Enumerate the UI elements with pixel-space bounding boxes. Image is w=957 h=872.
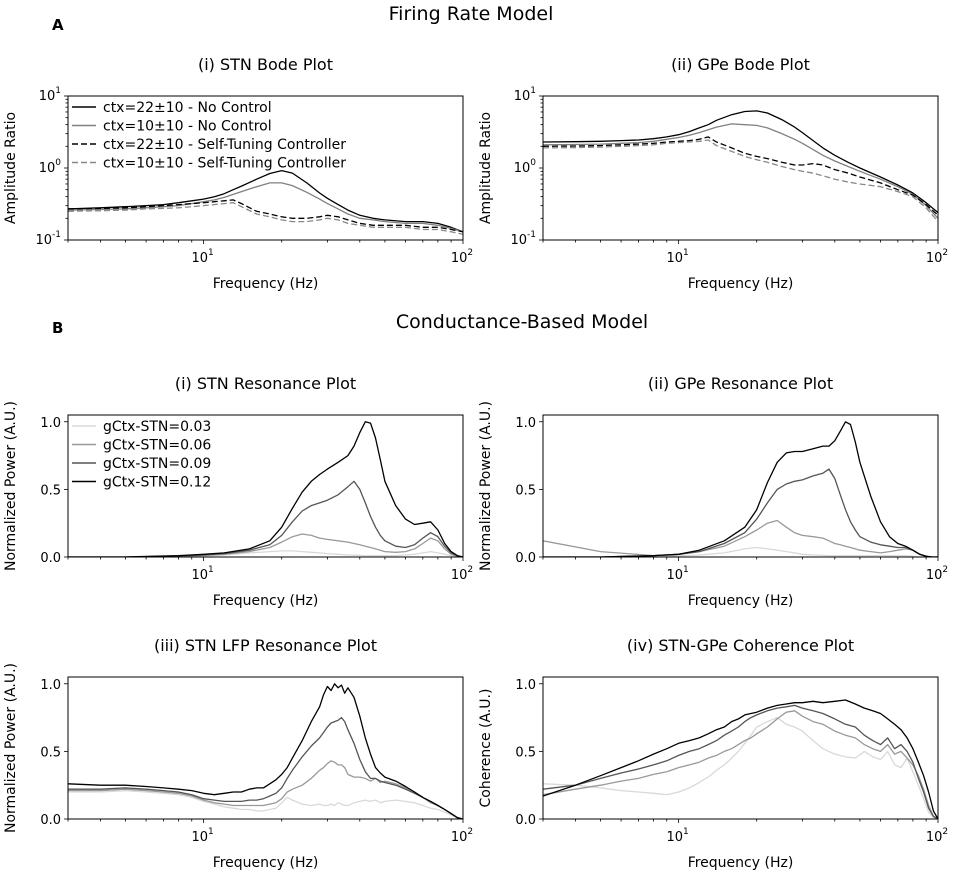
x-tick-label: 101 <box>191 565 213 583</box>
x-axis-label: Frequency (Hz) <box>688 855 794 871</box>
y-tick-label: 100 <box>39 158 62 176</box>
legend-label: ctx=22±10 - No Control <box>103 100 272 116</box>
series-line-1 <box>543 546 938 557</box>
series-line-4 <box>68 202 463 235</box>
x-tick-label: 101 <box>191 248 213 266</box>
series-line-2 <box>543 710 938 819</box>
x-tick-label: 102 <box>926 827 948 845</box>
y-tick-label: 0.5 <box>40 483 61 498</box>
x-tick-label: 101 <box>666 248 688 266</box>
series-line-4 <box>68 421 463 557</box>
chart-stn_bode: 101 102 10-1 100 101 (i) STN Bode Plot Frequen… <box>3 55 473 292</box>
series-line-2 <box>68 760 463 819</box>
y-tick-label: 0.0 <box>40 551 61 566</box>
chart-stn_resonance: 101 102 0.0 0.5 1.0 (i) STN Resonance Plot Fre… <box>3 374 473 609</box>
y-axis-label: Amplitude Ratio <box>3 112 19 224</box>
x-axis-label: Frequency (Hz) <box>688 276 794 292</box>
section-a-letter: A <box>52 16 64 34</box>
series-line-3 <box>543 704 938 819</box>
legend: gCtx-STN=0.03 gCtx-STN=0.06 gCtx-STN=0.09 g… <box>72 419 211 491</box>
y-tick-label: 0.5 <box>40 745 61 760</box>
x-axis-label: Frequency (Hz) <box>213 276 319 292</box>
y-tick-label: 101 <box>514 86 536 104</box>
x-tick-label: 102 <box>926 565 948 583</box>
y-axis-label: Normalized Power (A.U.) <box>3 663 19 833</box>
section-b-title: Conductance-Based Model <box>396 311 648 333</box>
series-line-2 <box>543 519 938 557</box>
series-line-1 <box>543 716 938 819</box>
series-line-2 <box>68 182 463 233</box>
y-tick-label: 0.0 <box>40 813 61 828</box>
y-tick-label: 1.0 <box>515 678 536 693</box>
series-line-2 <box>543 123 938 219</box>
y-tick-label: 0.0 <box>515 551 536 566</box>
series-line-2 <box>68 533 463 557</box>
y-tick-label: 10-1 <box>510 230 536 248</box>
y-axis-label: Coherence (A.U.) <box>478 689 494 808</box>
legend: ctx=22±10 - No Control ctx=10±10 - No Con… <box>72 100 346 172</box>
chart-gpe_bode: 101 102 10-1 100 101 (ii) GPe Bode Plot Freque… <box>478 55 948 292</box>
y-tick-label: 0.5 <box>515 745 536 760</box>
plot-frame <box>67 676 464 820</box>
section-b-letter: B <box>52 319 63 337</box>
chart-stn_lfp_resonance: 101 102 0.0 0.5 1.0 (iii) STN LFP Resonance P… <box>3 636 473 871</box>
y-tick-label: 0.5 <box>515 483 536 498</box>
y-tick-label: 100 <box>514 158 537 176</box>
series-line-1 <box>68 550 463 557</box>
chart-title: (ii) GPe Bode Plot <box>671 55 810 74</box>
y-tick-label: 1.0 <box>515 416 536 431</box>
x-tick-label: 102 <box>451 565 473 583</box>
plot-frame <box>542 95 939 241</box>
chart-title: (i) STN Bode Plot <box>198 55 333 74</box>
legend-label: gCtx-STN=0.09 <box>103 456 211 472</box>
chart-stn_gpe_coherence: 101 102 0.0 0.5 1.0 (iv) STN-GPe Coherence Pl… <box>478 636 948 871</box>
chart-title: (iii) STN LFP Resonance Plot <box>154 636 377 655</box>
series-line-3 <box>68 199 463 233</box>
series-line-4 <box>543 421 938 557</box>
x-tick-label: 102 <box>451 827 473 845</box>
chart-title: (ii) GPe Resonance Plot <box>648 374 833 393</box>
plot-frame <box>542 676 939 820</box>
series-line-3 <box>68 480 463 557</box>
series-line-4 <box>68 683 463 819</box>
chart-title: (i) STN Resonance Plot <box>175 374 356 393</box>
chart-gpe_resonance: 101 102 0.0 0.5 1.0 (ii) GPe Resonance Plot Fr… <box>478 374 948 609</box>
y-tick-label: 10-1 <box>35 230 61 248</box>
legend-label: gCtx-STN=0.03 <box>103 419 211 435</box>
x-tick-label: 101 <box>666 827 688 845</box>
y-axis-label: Normalized Power (A.U.) <box>3 401 19 571</box>
x-tick-label: 101 <box>666 565 688 583</box>
x-axis-label: Frequency (Hz) <box>213 855 319 871</box>
series-line-3 <box>68 716 463 819</box>
x-tick-label: 101 <box>191 827 213 845</box>
x-tick-label: 102 <box>926 248 948 266</box>
x-tick-label: 102 <box>451 248 473 266</box>
legend-label: ctx=22±10 - Self-Tuning Controller <box>103 137 346 153</box>
y-tick-label: 101 <box>39 86 61 104</box>
legend-label: gCtx-STN=0.06 <box>103 438 211 454</box>
x-axis-label: Frequency (Hz) <box>213 593 319 609</box>
series-line-4 <box>543 699 938 819</box>
series-line-1 <box>68 169 463 233</box>
legend-label: gCtx-STN=0.12 <box>103 475 211 491</box>
plot-frame <box>542 414 939 558</box>
y-axis-label: Normalized Power (A.U.) <box>478 401 494 571</box>
series-line-3 <box>543 136 938 216</box>
y-axis-label: Amplitude Ratio <box>478 112 494 224</box>
chart-title: (iv) STN-GPe Coherence Plot <box>627 636 854 655</box>
section-a-title: Firing Rate Model <box>389 3 554 25</box>
y-tick-label: 1.0 <box>40 678 61 693</box>
y-tick-label: 0.0 <box>515 813 536 828</box>
legend-label: ctx=10±10 - Self-Tuning Controller <box>103 156 346 172</box>
plot-frame <box>67 414 464 558</box>
y-tick-label: 1.0 <box>40 416 61 431</box>
series-line-1 <box>543 110 938 214</box>
series-line-4 <box>543 139 938 223</box>
legend-label: ctx=10±10 - No Control <box>103 119 272 135</box>
series-line-1 <box>68 789 463 819</box>
x-axis-label: Frequency (Hz) <box>688 593 794 609</box>
series-line-3 <box>543 468 938 557</box>
